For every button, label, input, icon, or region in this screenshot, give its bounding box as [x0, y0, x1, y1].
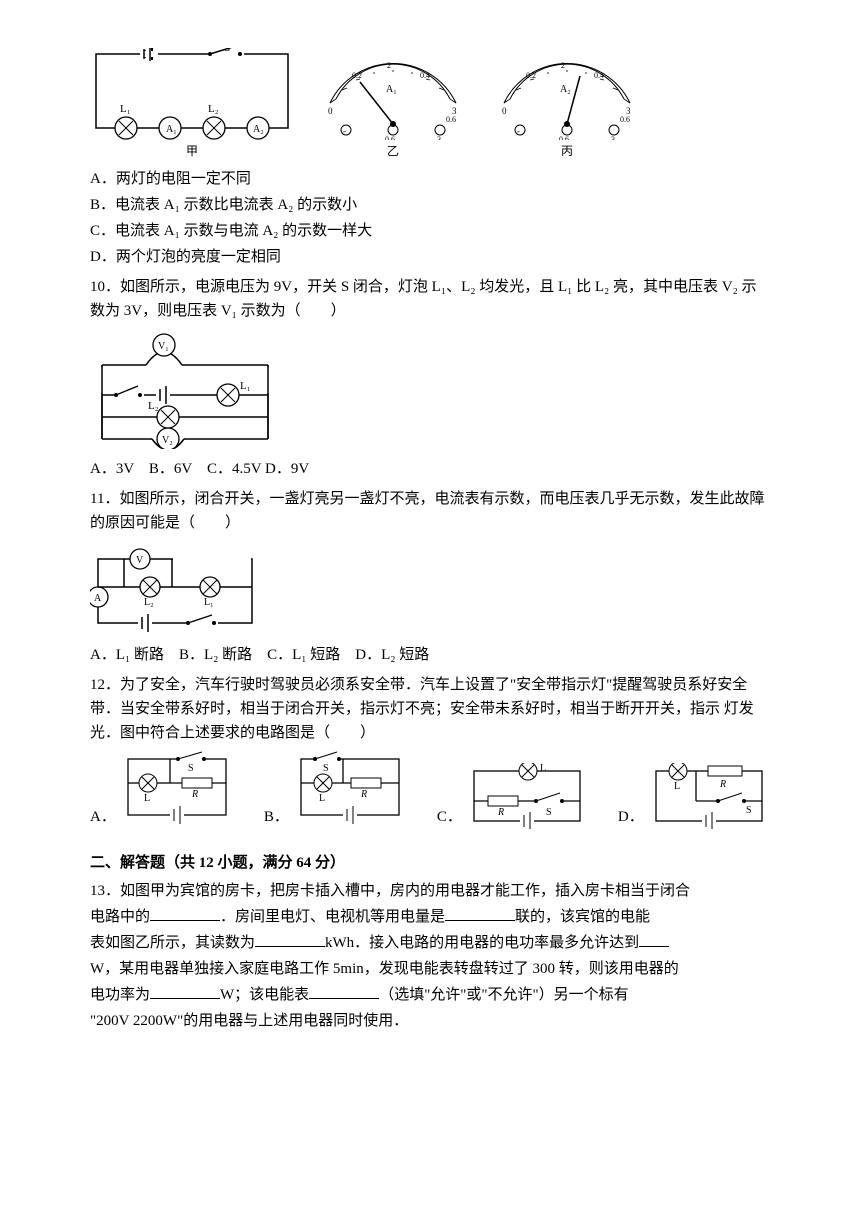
svg-text:0.2: 0.2	[526, 71, 536, 80]
svg-text:L: L	[319, 793, 325, 804]
q10-text: 10．如图所示，电源电压为 9V，开关 S 闭合，灯泡 L₁、L₂ 均发光，且 …	[90, 275, 770, 323]
svg-text:L₁: L₁	[204, 597, 214, 608]
q12-options-row: A． S R L B．	[90, 751, 770, 829]
svg-text:0.4: 0.4	[420, 71, 430, 80]
q13-l3b: kWh．接入电路的用电器的电功率最多允许达到	[325, 935, 639, 951]
svg-text:L₁: L₁	[120, 103, 131, 115]
blank-6	[309, 984, 379, 999]
svg-text:A₂: A₂	[253, 124, 264, 135]
q12-opt-d: D． L R S	[618, 763, 768, 829]
q11-text: 11．如图所示，闭合开关，一盏灯亮另一盏灯不亮，电流表有示数，而电压表几乎无示数…	[90, 487, 770, 535]
svg-text:0: 0	[502, 106, 507, 116]
circuit-q10: V₁ L₁ L₂ V₂	[90, 331, 770, 449]
q13-l4: W，某用电器单独接入家庭电路工作 5min，发现电能表转盘转过了 300 转，则…	[90, 957, 770, 981]
svg-text:L₂: L₂	[208, 103, 219, 115]
circuit-q10-svg: V₁ L₁ L₂ V₂	[90, 331, 280, 449]
q11-opts: A．L₁ 断路 B．L₂ 断路 C．L₁ 短路 D．L₂ 短路	[90, 643, 770, 667]
q12-text: 12．为了安全，汽车行驶时驾驶员必须系安全带．汽车上设置了"安全带指示灯"提醒驾…	[90, 673, 770, 745]
circuit-q11: V A L₂ L₁	[90, 543, 770, 635]
svg-text:A₁: A₁	[166, 124, 177, 135]
circuit-jia-svg: S L₁ A₁ L₂ A₂	[90, 48, 294, 140]
meter-bing: 0 0.2 2 0.4 3 0.6 A₂ - 0.6 3 丙	[492, 48, 642, 161]
svg-text:2: 2	[561, 61, 565, 70]
q13-l2a: 电路中的	[90, 909, 150, 925]
caption-bing: 丙	[492, 142, 642, 161]
svg-text:V: V	[136, 555, 144, 566]
q13-l3a: 表如图乙所示，其读数为	[90, 935, 255, 951]
svg-text:0: 0	[328, 106, 333, 116]
blank-1	[150, 906, 220, 921]
section2-title: 二、解答题（共 12 小题，满分 64 分）	[90, 851, 770, 875]
q13-l2c: 联的，该宾馆的电能	[515, 909, 650, 925]
svg-text:S: S	[224, 48, 230, 54]
svg-text:S: S	[188, 763, 194, 774]
meter-bing-svg: 0 0.2 2 0.4 3 0.6 A₂ - 0.6 3	[492, 48, 642, 140]
caption-yi: 乙	[318, 142, 468, 161]
circuit-jia: S L₁ A₁ L₂ A₂ 甲	[90, 48, 294, 161]
q13-l5: 电功率为 W；该电能表 （选填"允许"或"不允许"）另一个标有	[90, 983, 770, 1007]
q12-a-label: A．	[90, 805, 116, 829]
svg-text:3: 3	[611, 135, 615, 140]
top-opt-a: A．两灯的电阻一定不同	[90, 167, 770, 191]
svg-text:2: 2	[387, 61, 391, 70]
svg-text:L: L	[674, 781, 680, 792]
svg-text:3: 3	[437, 135, 441, 140]
q13-l2b: ．房间里电灯、电视机等用电量是	[220, 909, 445, 925]
svg-text:0.4: 0.4	[594, 71, 604, 80]
svg-text:A₂: A₂	[560, 84, 571, 95]
svg-text:L₂: L₂	[144, 597, 154, 608]
svg-text:L: L	[144, 793, 150, 804]
q13-l6: "200V 2200W"的用电器与上述用电器同时使用．	[90, 1009, 770, 1033]
q12-d-label: D．	[618, 805, 644, 829]
svg-text:0.6: 0.6	[559, 135, 569, 140]
svg-text:0.6: 0.6	[620, 115, 630, 124]
q13-l2: 电路中的 ．房间里电灯、电视机等用电量是 联的，该宾馆的电能	[90, 905, 770, 929]
svg-text:R: R	[497, 807, 504, 818]
q13-l1: 13．如图甲为宾馆的房卡，把房卡插入槽中，房内的用电器才能工作，插入房卡相当于闭…	[90, 879, 770, 903]
top-opt-d: D．两个灯泡的亮度一定相同	[90, 245, 770, 269]
q13-l3: 表如图乙所示，其读数为 kWh．接入电路的用电器的电功率最多允许达到	[90, 931, 770, 955]
svg-text:0.2: 0.2	[352, 71, 362, 80]
svg-text:R: R	[719, 779, 726, 790]
q12-c-label: C．	[437, 805, 462, 829]
blank-3	[255, 932, 325, 947]
svg-text:0.6: 0.6	[446, 115, 456, 124]
svg-text:A₁: A₁	[386, 84, 397, 95]
blank-2	[445, 906, 515, 921]
q12-opt-c: C． L R S	[437, 763, 586, 829]
meter-yi: 0 0.2 2 0.4 3 0.6 A₁ - 0.6 3 乙	[318, 48, 468, 161]
svg-text:A: A	[94, 593, 102, 604]
figure-row-top: S L₁ A₁ L₂ A₂ 甲	[90, 48, 770, 161]
q13-l5c: （选填"允许"或"不允许"）另一个标有	[379, 987, 629, 1003]
q10-opts: A．3V B．6V C．4.5V D．9V	[90, 457, 770, 481]
svg-text:S: S	[746, 805, 752, 816]
q12-b-label: B．	[264, 805, 289, 829]
svg-text:R: R	[191, 789, 198, 800]
meter-yi-svg: 0 0.2 2 0.4 3 0.6 A₁ - 0.6 3	[318, 48, 468, 140]
blank-5	[150, 984, 220, 999]
svg-text:0.6: 0.6	[385, 135, 395, 140]
q12-opt-b: B． S L R	[264, 751, 405, 829]
svg-text:L: L	[540, 763, 546, 774]
svg-text:S: S	[546, 807, 552, 818]
svg-text:S: S	[323, 763, 329, 774]
caption-jia: 甲	[90, 142, 294, 161]
top-opt-c: C．电流表 A₁ 示数与电流 A₂ 的示数一样大	[90, 219, 770, 243]
circuit-q11-svg: V A L₂ L₁	[90, 543, 260, 635]
blank-4	[639, 932, 669, 947]
top-opt-b: B．电流表 A₁ 示数比电流表 A₂ 的示数小	[90, 193, 770, 217]
q13-l5b: W；该电能表	[220, 987, 309, 1003]
svg-text:V₁: V₁	[158, 341, 169, 352]
q12-opt-a: A． S R L	[90, 751, 232, 829]
svg-text:-: -	[517, 126, 520, 136]
svg-text:L₂: L₂	[148, 400, 159, 412]
svg-text:V₂: V₂	[162, 435, 173, 446]
q13-l5a: 电功率为	[90, 987, 150, 1003]
svg-text:R: R	[360, 789, 367, 800]
svg-text:L₁: L₁	[240, 380, 251, 392]
svg-text:-: -	[343, 126, 346, 136]
